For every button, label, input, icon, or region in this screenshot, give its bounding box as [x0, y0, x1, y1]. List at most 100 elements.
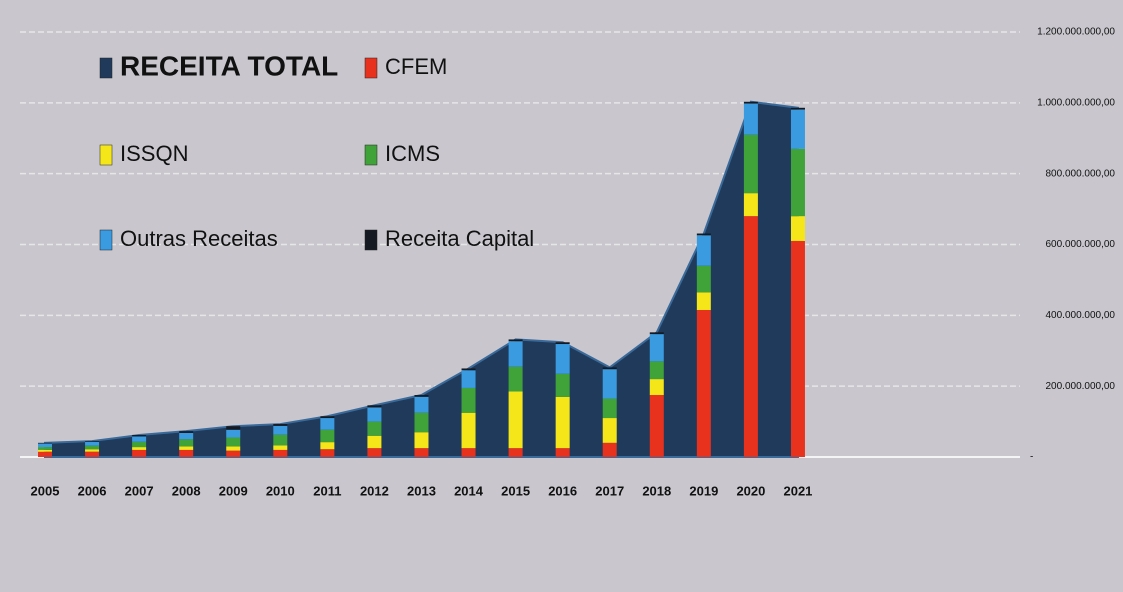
bar-segment [85, 451, 100, 457]
legend-label: CFEM [385, 54, 447, 79]
bar-segment [132, 441, 147, 448]
bar-segment [320, 429, 335, 443]
legend-swatch [99, 229, 113, 251]
bar-segment [555, 344, 570, 374]
bar-segment [132, 436, 147, 442]
bar-segment [179, 432, 194, 440]
legend-label: Receita Capital [385, 226, 534, 251]
bar-segment [508, 341, 523, 367]
bar-segment [132, 449, 147, 457]
bar-segment [649, 395, 664, 457]
bar-segment [85, 445, 100, 450]
bar-segment [132, 447, 147, 450]
bar-segment [555, 448, 570, 457]
x-tick-label: 2008 [172, 483, 201, 498]
legend-swatch [364, 144, 378, 166]
y-tick-label: - [1030, 452, 1033, 463]
x-tick-label: 2018 [642, 483, 671, 498]
bar-segment [367, 405, 382, 408]
bar-segment [461, 387, 476, 413]
bar-segment [320, 416, 335, 419]
bar-segment [414, 432, 429, 449]
bar-segment [179, 446, 194, 450]
bar-segment [696, 233, 711, 236]
x-tick-label: 2020 [736, 483, 765, 498]
bar-segment [38, 442, 52, 444]
y-tick-label: 800.000.000,00 [1045, 168, 1115, 179]
bar-segment [85, 441, 100, 442]
legend-label: ICMS [385, 141, 440, 166]
bar-segment [38, 443, 52, 448]
bar-segment [414, 396, 429, 413]
legend-swatch [364, 57, 378, 79]
legend-swatch [364, 229, 378, 251]
x-tick-label: 2013 [407, 483, 436, 498]
bar-segment [461, 370, 476, 388]
bar-segment [602, 418, 617, 443]
legend-label: Outras Receitas [120, 226, 278, 251]
bar-segment [649, 361, 664, 380]
bar-segment [179, 449, 194, 457]
legend-swatch [99, 57, 113, 79]
bar-segment [226, 450, 241, 457]
bar-segment [743, 193, 758, 217]
bar-segment [790, 216, 805, 241]
bar-segment [696, 265, 711, 293]
y-tick-label: 1.200.000.000,00 [1037, 27, 1115, 38]
bar-segment [649, 332, 664, 335]
bar-segment [132, 435, 147, 437]
x-tick-label: 2021 [783, 483, 812, 498]
bar-segment [555, 373, 570, 397]
bar-segment [508, 366, 523, 392]
bar-segment [790, 107, 805, 110]
bar-segment [602, 369, 617, 399]
bar-segment [226, 446, 241, 451]
bar-segment [179, 431, 194, 433]
legend-swatch [99, 144, 113, 166]
bar-segment [85, 441, 100, 446]
bar-segment [649, 334, 664, 362]
x-tick-label: 2015 [501, 483, 530, 498]
bar-segment [320, 418, 335, 430]
bar-segment [273, 434, 288, 446]
bar-segment [602, 398, 617, 419]
x-tick-label: 2005 [31, 483, 60, 498]
x-tick-label: 2017 [595, 483, 624, 498]
bar-segment [414, 448, 429, 457]
bar-segment [38, 451, 52, 457]
bar-segment [38, 449, 52, 452]
x-tick-label: 2009 [219, 483, 248, 498]
bar-segment [226, 429, 241, 438]
bar-segment [555, 342, 570, 345]
bar-segment [461, 448, 476, 457]
x-tick-label: 2007 [125, 483, 154, 498]
bar-segment [367, 435, 382, 449]
bar-segment [320, 449, 335, 457]
bar-segment [602, 442, 617, 457]
bar-segment [461, 412, 476, 449]
bar-segment [367, 407, 382, 422]
bar-segment [226, 437, 241, 447]
y-tick-label: 1.000.000.000,00 [1037, 97, 1115, 108]
bar-segment [743, 103, 758, 135]
x-tick-label: 2010 [266, 483, 295, 498]
bar-segment [649, 379, 664, 396]
bar-segment [602, 367, 617, 370]
bar-segment [696, 235, 711, 266]
legend-label: RECEITA TOTAL [120, 50, 338, 81]
y-tick-label: 600.000.000,00 [1045, 239, 1115, 250]
x-tick-label: 2011 [313, 483, 341, 498]
y-tick-label: 400.000.000,00 [1045, 310, 1115, 321]
bar-segment [790, 240, 805, 457]
bar-segment [508, 391, 523, 449]
bar-segment [743, 134, 758, 194]
bar-segment [414, 395, 429, 397]
bar-segment [179, 439, 194, 447]
x-tick-label: 2006 [78, 483, 107, 498]
bar-segment [696, 310, 711, 457]
bar-segment [273, 425, 288, 435]
x-tick-label: 2019 [689, 483, 718, 498]
